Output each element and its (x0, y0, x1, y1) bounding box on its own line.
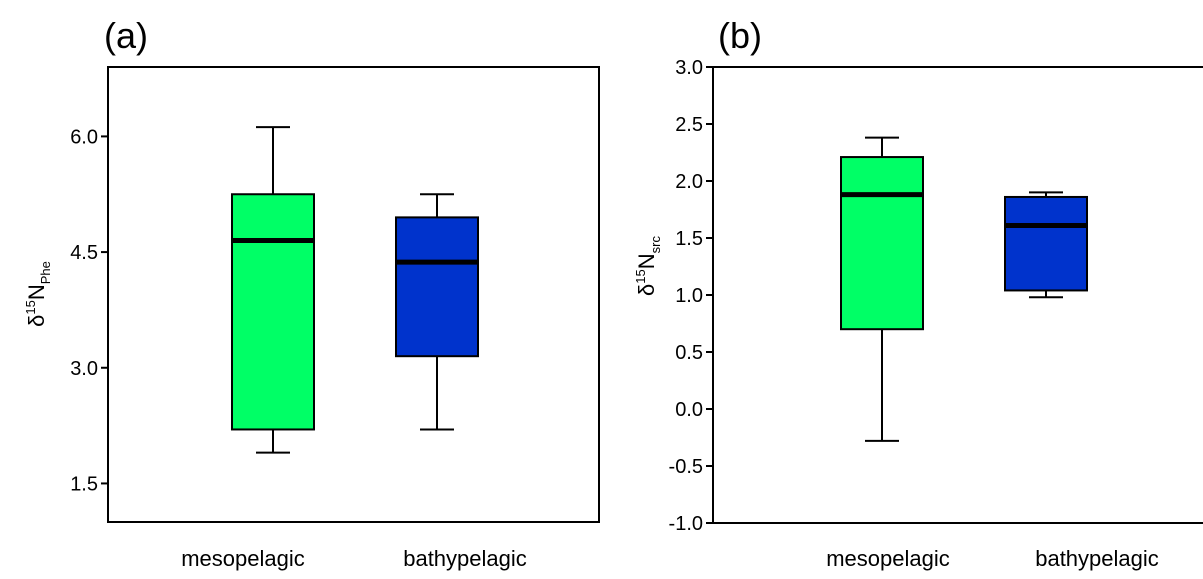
panel-a-y-tick-label: 4.5 (70, 242, 98, 264)
iqr-box (840, 156, 924, 331)
panel-b-label: (b) (718, 15, 762, 56)
panel-b-box-bathypelagic (1004, 191, 1088, 299)
panel-a-x-label-mesopelagic: mesopelagic (181, 546, 305, 571)
panel-b: (b) δ15Nsrc 3.0 2.5 2.0 1.5 1.0 0.5 0.0 -0.5 -1.… (633, 15, 1203, 571)
panel-a-y-tick-label: 3.0 (70, 358, 98, 380)
panel-a: (a) δ15NPhe 6.0 4.5 3.0 1.5 mesopelagic bat… (23, 15, 600, 571)
panel-b-y-tick-label: 3.0 (675, 57, 703, 79)
panel-b-x-label-mesopelagic: mesopelagic (826, 546, 950, 571)
panel-a-plot-frame (107, 66, 600, 523)
panel-a-boxes (231, 126, 479, 454)
panel-b-y-tick-label: 0.0 (675, 399, 703, 421)
panel-b-boxes (840, 136, 1088, 442)
panel-b-ylabel-sub: src (648, 236, 663, 254)
panel-a-y-tick-label: 6.0 (70, 126, 98, 148)
panel-a-x-label-bathypelagic: bathypelagic (403, 546, 527, 571)
panel-a-box-bathypelagic (395, 193, 479, 431)
panel-b-y-tick-label: 1.0 (675, 285, 703, 307)
panel-a-ylabel-n: N (24, 284, 49, 300)
iqr-box (395, 216, 479, 358)
panel-a-ylabel-sup: 15 (23, 300, 38, 314)
panel-b-box-mesopelagic (840, 136, 924, 442)
panel-a-label: (a) (104, 15, 148, 56)
panel-b-ylabel-delta: δ (634, 284, 659, 296)
panel-b-y-tick-label: -1.0 (669, 513, 703, 535)
panel-a-box-mesopelagic (231, 126, 315, 454)
panel-a-ylabel-delta: δ (24, 315, 49, 327)
panel-a-y-axis-label: δ15NPhe (23, 261, 53, 327)
panel-b-y-tick-label: 2.0 (675, 171, 703, 193)
panel-b-y-ticks: 3.0 2.5 2.0 1.5 1.0 0.5 0.0 -0.5 -1.0 (669, 57, 713, 535)
panel-a-y-ticks: 6.0 4.5 3.0 1.5 (70, 126, 108, 495)
panel-b-ylabel-n: N (634, 253, 659, 269)
panel-b-y-tick-label: -0.5 (669, 456, 703, 478)
panel-b-y-tick-label: 0.5 (675, 342, 703, 364)
panel-a-ylabel-sub: Phe (38, 261, 53, 284)
panel-b-y-tick-label: 1.5 (675, 228, 703, 250)
panel-b-x-label-bathypelagic: bathypelagic (1035, 546, 1159, 571)
panel-b-y-tick-label: 2.5 (675, 114, 703, 136)
panel-b-ylabel-sup: 15 (633, 269, 648, 283)
iqr-box (231, 193, 315, 431)
iqr-box (1004, 195, 1088, 292)
panel-a-y-tick-label: 1.5 (70, 473, 98, 495)
panel-b-y-axis-label: δ15Nsrc (633, 236, 663, 296)
